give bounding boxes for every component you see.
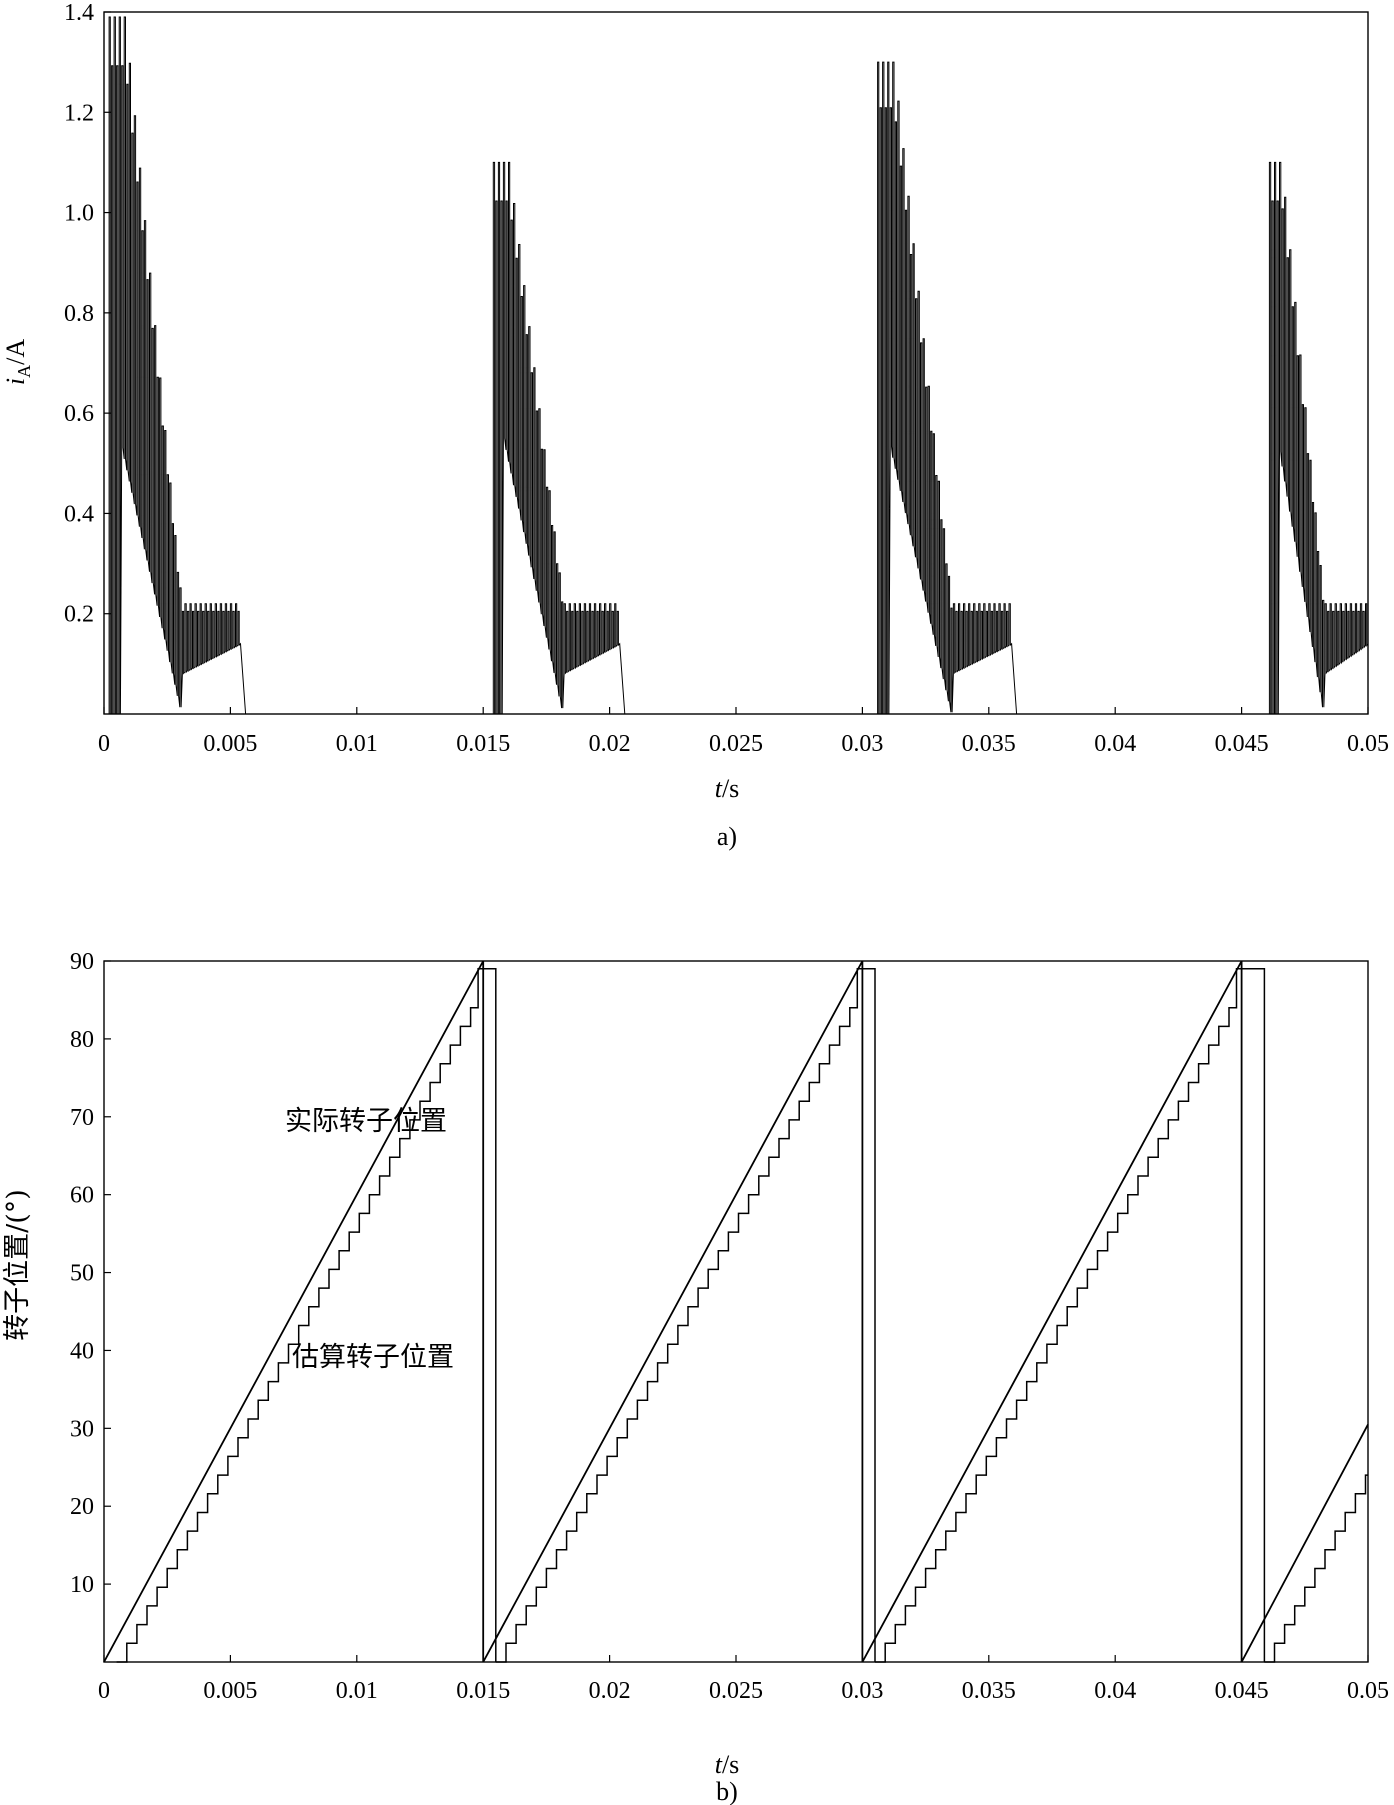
y-tick-label: 60 — [70, 1183, 94, 1209]
panel-a-y-ticks: 0.2 0.4 0.6 0.8 1.0 1.2 1.4 — [64, 0, 111, 628]
x-tick-label: 0.035 — [962, 1678, 1016, 1704]
x-tick-label: 0.04 — [1094, 731, 1136, 757]
y-tick-label: 1.4 — [64, 0, 94, 26]
y-tick-label: 0.2 — [64, 602, 94, 628]
panel-a-frame — [103, 11, 1369, 715]
x-tick-label: 0.005 — [203, 731, 257, 757]
x-tick-label: 0.015 — [456, 731, 510, 757]
panel-b: 0 0.005 0.01 0.015 0.02 0.025 0.03 0.035 0.04 0.0… — [2, 949, 1389, 1805]
x-tick-label: 0 — [98, 1678, 110, 1704]
y-tick-label: 1.2 — [64, 100, 94, 126]
series-estimated-rotor-position-2 — [495, 968, 876, 1663]
x-tick-label: 0.02 — [589, 731, 631, 757]
panel-b-y-ticks: 10 20 30 40 50 60 70 80 90 — [70, 949, 111, 1598]
x-tick-label: 0.03 — [841, 1678, 883, 1704]
x-tick-label: 0.025 — [709, 731, 763, 757]
current-burst-4 — [1268, 161, 1369, 715]
y-tick-label: 0.4 — [64, 501, 94, 527]
x-tick-label: 0.03 — [841, 731, 883, 757]
x-tick-label: 0.015 — [456, 1678, 510, 1704]
y-tick-label: 40 — [70, 1338, 94, 1364]
x-tick-label: 0.04 — [1094, 1678, 1136, 1704]
x-tick-label: 0.025 — [709, 1678, 763, 1704]
x-tick-label: 0.035 — [962, 731, 1016, 757]
panel-a-plot-area — [103, 11, 1369, 715]
series-estimated-rotor-position-4 — [1264, 1474, 1368, 1663]
annotation-actual-position: 实际转子位置 — [285, 1106, 447, 1137]
x-tick-label: 0.05 — [1347, 1678, 1389, 1704]
y-tick-label: 50 — [70, 1261, 94, 1287]
series-estimated-rotor-position-1 — [116, 968, 497, 1663]
x-tick-label: 0.005 — [203, 1678, 257, 1704]
series-estimated-rotor-position-3 — [875, 968, 1266, 1663]
y-tick-label: 90 — [70, 949, 94, 975]
y-tick-label: 80 — [70, 1027, 94, 1053]
x-tick-label: 0.01 — [336, 731, 378, 757]
annotation-estimated-position: 估算转子位置 — [292, 1342, 454, 1373]
panel-a-y-axis-label: iA/A — [1, 339, 34, 385]
panel-b-x-ticks: 0 0.005 0.01 0.015 0.02 0.025 0.03 0.035 0.04 0.0… — [98, 1655, 1389, 1704]
panel-b-caption: b) — [716, 1777, 738, 1805]
x-tick-label: 0.05 — [1347, 731, 1389, 757]
current-burst-3 — [877, 61, 1018, 715]
panel-b-x-axis-label: t/s — [715, 1750, 740, 1779]
x-tick-label: 0.01 — [336, 1678, 378, 1704]
panel-a: 0 0.005 0.01 0.015 0.02 0.025 0.03 0.035 0.04 0.0… — [1, 0, 1389, 851]
current-burst-2 — [492, 161, 626, 715]
panel-b-y-axis-label: 转子位置/(°) — [2, 1189, 33, 1341]
series-actual-rotor-position — [103, 960, 1369, 1663]
panel-a-x-ticks: 0 0.005 0.01 0.015 0.02 0.025 0.03 0.035 0.04 0.0… — [98, 707, 1389, 757]
panel-a-x-axis-label: t/s — [715, 774, 740, 803]
current-burst-1 — [108, 16, 247, 715]
y-tick-label: 0.6 — [64, 401, 94, 427]
y-tick-label: 30 — [70, 1416, 94, 1442]
y-tick-label: 0.8 — [64, 301, 94, 327]
y-tick-label: 70 — [70, 1105, 94, 1131]
y-tick-label: 10 — [70, 1572, 94, 1598]
x-tick-label: 0.02 — [589, 1678, 631, 1704]
panel-b-plot-area — [103, 960, 1369, 1663]
y-tick-label: 20 — [70, 1494, 94, 1520]
panel-a-caption: a) — [717, 822, 737, 851]
x-tick-label: 0.045 — [1215, 1678, 1269, 1704]
y-tick-label: 1.0 — [64, 201, 94, 227]
x-tick-label: 0 — [98, 731, 110, 757]
x-tick-label: 0.045 — [1215, 731, 1269, 757]
